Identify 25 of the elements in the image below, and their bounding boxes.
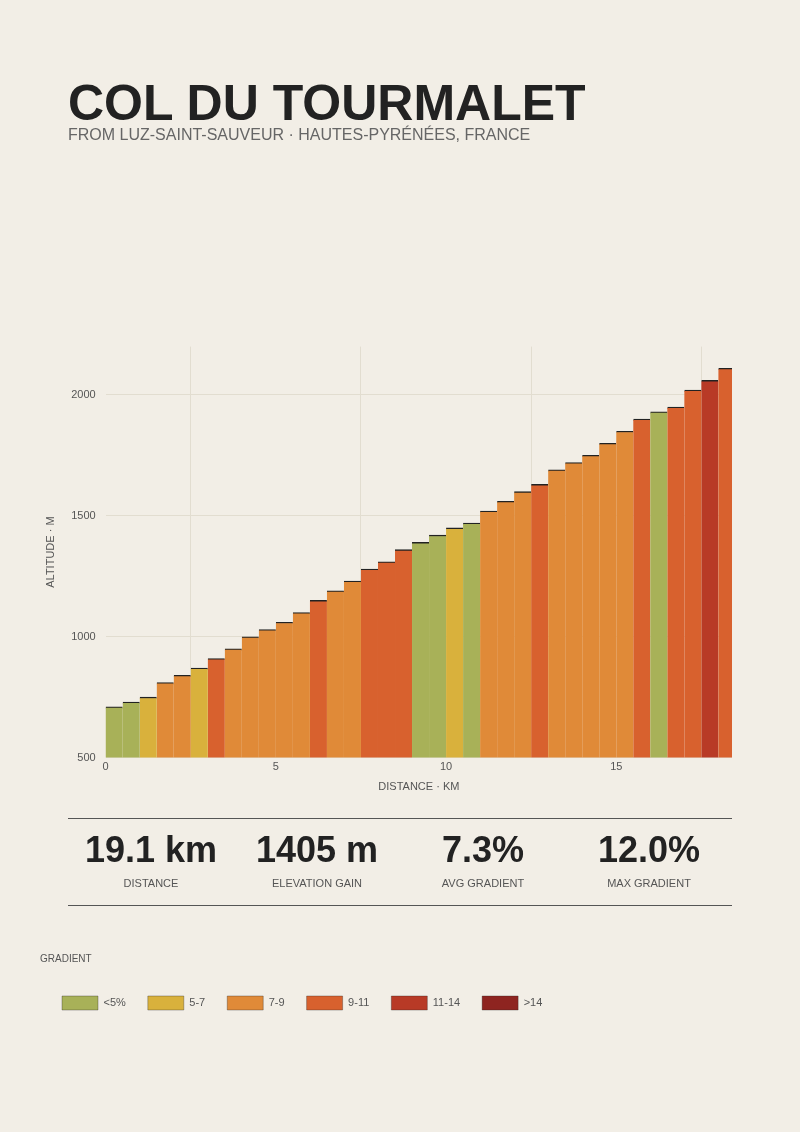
legend-label: 7-9: [268, 996, 285, 1009]
y-tick-label: 1500: [71, 508, 96, 521]
legend-label: <5%: [103, 996, 127, 1009]
y-tick-label: 2000: [71, 387, 96, 400]
x-tick-label: 15: [610, 760, 623, 773]
y-axis-title: ALTITUDE · M: [43, 516, 56, 588]
y-tick-label: 1000: [71, 629, 96, 642]
text: 7.3%: [440, 829, 526, 871]
text: 12.0%: [596, 829, 702, 871]
text: DISTANCE: [122, 877, 180, 889]
legend-label: 11-14: [432, 996, 461, 1009]
legend-label: 9-11: [348, 996, 370, 1009]
x-tick-label: 5: [272, 760, 279, 773]
x-axis-title: DISTANCE · KM: [378, 780, 460, 793]
x-tick-label: 10: [439, 760, 453, 773]
text: 19.1 km: [83, 829, 219, 871]
text: ELEVATION GAIN: [270, 877, 364, 889]
text: 1405 m: [254, 829, 380, 871]
text: AVG GRADIENT: [440, 877, 526, 889]
text: MAX GRADIENT: [606, 877, 692, 889]
legend-label: 5-7: [189, 996, 206, 1009]
legend-title: GRADIENT: [40, 952, 92, 964]
x-tick-label: 0: [102, 760, 109, 773]
y-tick-label: 500: [77, 750, 96, 763]
legend-label: >14: [523, 996, 543, 1009]
